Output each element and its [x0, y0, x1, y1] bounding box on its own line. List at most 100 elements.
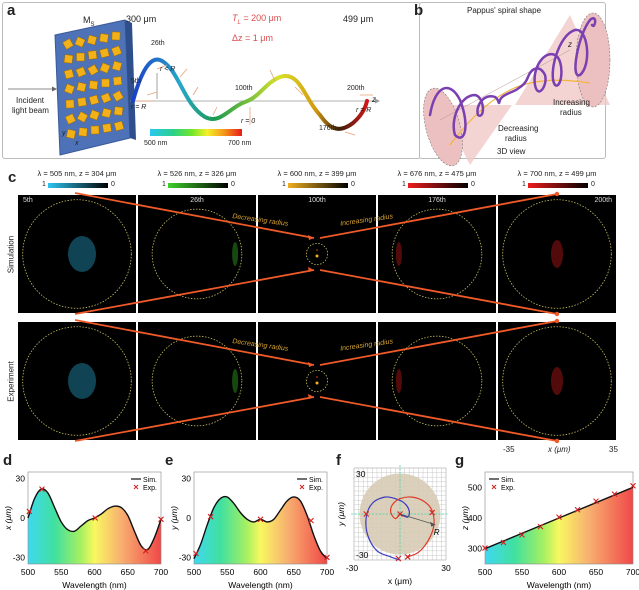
exp-marker	[500, 539, 507, 546]
x-tick-label: 600	[253, 567, 267, 577]
radius-arrow	[319, 269, 558, 315]
nanoblock	[87, 50, 98, 60]
nanoblock	[111, 60, 123, 72]
colorbar-max: 1	[402, 181, 406, 188]
x-tick-label: 500	[21, 567, 35, 577]
colorbar-min: 0	[111, 181, 115, 188]
y-tick-label: -30	[13, 552, 26, 562]
exp-marker	[404, 554, 411, 560]
exp-marker	[482, 545, 488, 551]
y-tick-label: -30	[356, 550, 369, 560]
exp-marker	[92, 515, 99, 521]
c-x-axis-max: 35	[609, 445, 618, 454]
x-tick-label: 550	[54, 567, 68, 577]
panel-c-arrows	[74, 191, 560, 444]
exp-marker	[142, 547, 149, 554]
arrow-head	[554, 191, 560, 197]
reference-circle	[22, 199, 132, 309]
reference-circle	[502, 199, 612, 309]
c-x-axis-min: -35	[503, 445, 515, 454]
axis-y-label: y	[62, 130, 66, 137]
wavelength-trajectory-curve	[130, 57, 380, 136]
y-tick-label: 30	[356, 469, 366, 479]
experiment-image	[378, 322, 496, 440]
r-eq-R-left: r = R	[131, 104, 147, 111]
y-tick-label: 0	[20, 513, 25, 523]
simulation-image: 5th	[18, 195, 136, 313]
reference-circle	[22, 326, 132, 436]
nanoblock	[63, 54, 74, 64]
nanoblock	[65, 99, 75, 109]
z-axis-label: z	[372, 95, 376, 104]
simulation-image: 100th	[258, 195, 376, 313]
wavelength-colorbar	[150, 129, 242, 136]
intensity-colorbar	[48, 183, 108, 188]
x-tick-label: 550	[220, 567, 234, 577]
x-tick-label: 700	[320, 567, 334, 577]
x-axis-label: Wavelength (nm)	[228, 580, 293, 590]
nanoblock	[64, 113, 77, 125]
exp-marker	[39, 486, 45, 492]
x-tick-label: 500	[478, 567, 492, 577]
polarization-arrow	[192, 86, 199, 96]
nanoblock	[99, 47, 110, 59]
intensity-pattern	[232, 369, 239, 393]
colorbar-max-label: 700 nm	[228, 140, 252, 147]
spectrum-fill	[194, 496, 327, 564]
arrow-head	[554, 318, 560, 324]
tl-label: TL = 200 μm	[232, 13, 282, 26]
x-tick-label: 550	[515, 567, 529, 577]
nanoblock	[65, 128, 77, 140]
intensity-colorbar	[408, 183, 468, 188]
y-tick-label: 30	[16, 474, 26, 484]
simulation-image: 176th	[378, 195, 496, 313]
metasurface-label: MS	[83, 15, 95, 28]
nanoblock	[76, 81, 87, 93]
exp-marker	[363, 511, 370, 517]
marker-176th-label: 176th	[319, 125, 337, 132]
x-axis-label: x (μm)	[388, 576, 412, 586]
legend-exp-label: Exp.	[309, 485, 323, 492]
nanoblock	[77, 97, 87, 107]
radius-arrow	[319, 396, 558, 442]
intensity-pattern	[232, 242, 239, 266]
marker-100th: 100th	[235, 85, 253, 92]
nanoblock	[88, 94, 100, 106]
polarization-arrow	[146, 91, 158, 96]
spectrum-fill	[485, 487, 633, 564]
polarization-arrow	[212, 106, 218, 116]
marker-200th: 200th	[347, 85, 365, 92]
c-index-label: 5th	[23, 197, 33, 204]
exp-marker	[26, 508, 33, 515]
intensity-pattern	[395, 242, 402, 266]
c-column-title: λ = 526 nm, z = 326 μm	[157, 169, 237, 178]
radius-arrow	[74, 269, 315, 315]
nanoblock	[99, 33, 109, 43]
pappus-title: Pappus' spiral shape	[467, 6, 542, 15]
experiment-image	[498, 322, 616, 440]
c-x-axis-label: x (μm)	[548, 445, 571, 454]
c-index-label: 100th	[308, 197, 326, 204]
panel-f-label: f	[336, 452, 341, 469]
panel-g-label: g	[455, 452, 465, 469]
chart-e: 500 550 600 650 700 -30 0 30 Wavelength (nm) y (μ…	[169, 471, 334, 590]
nanoblock	[86, 34, 98, 46]
y-tick-label: 0	[186, 513, 191, 523]
radius-arrow	[319, 320, 558, 366]
decreasing-radius-line2: radius	[505, 134, 527, 143]
pappus-spiral-3d-illustration	[423, 12, 611, 167]
legend-exp-swatch	[299, 484, 305, 490]
y-tick-label: 400	[468, 513, 482, 523]
nanoblock	[89, 109, 100, 121]
panel-e-label: e	[165, 452, 174, 469]
exp-marker	[519, 531, 525, 538]
intensity-pattern	[68, 363, 96, 399]
x-tick-label: 600	[87, 567, 101, 577]
legend-sim-label: Sim.	[309, 477, 323, 484]
c-index-label: 176th	[428, 197, 446, 204]
x-axis-label: Wavelength (nm)	[527, 580, 592, 590]
y-axis-label: x (μm)	[3, 506, 13, 531]
incident-label-line1: Incident	[16, 96, 45, 105]
panel-c-label: c	[8, 169, 17, 186]
nanoblock	[102, 123, 112, 133]
